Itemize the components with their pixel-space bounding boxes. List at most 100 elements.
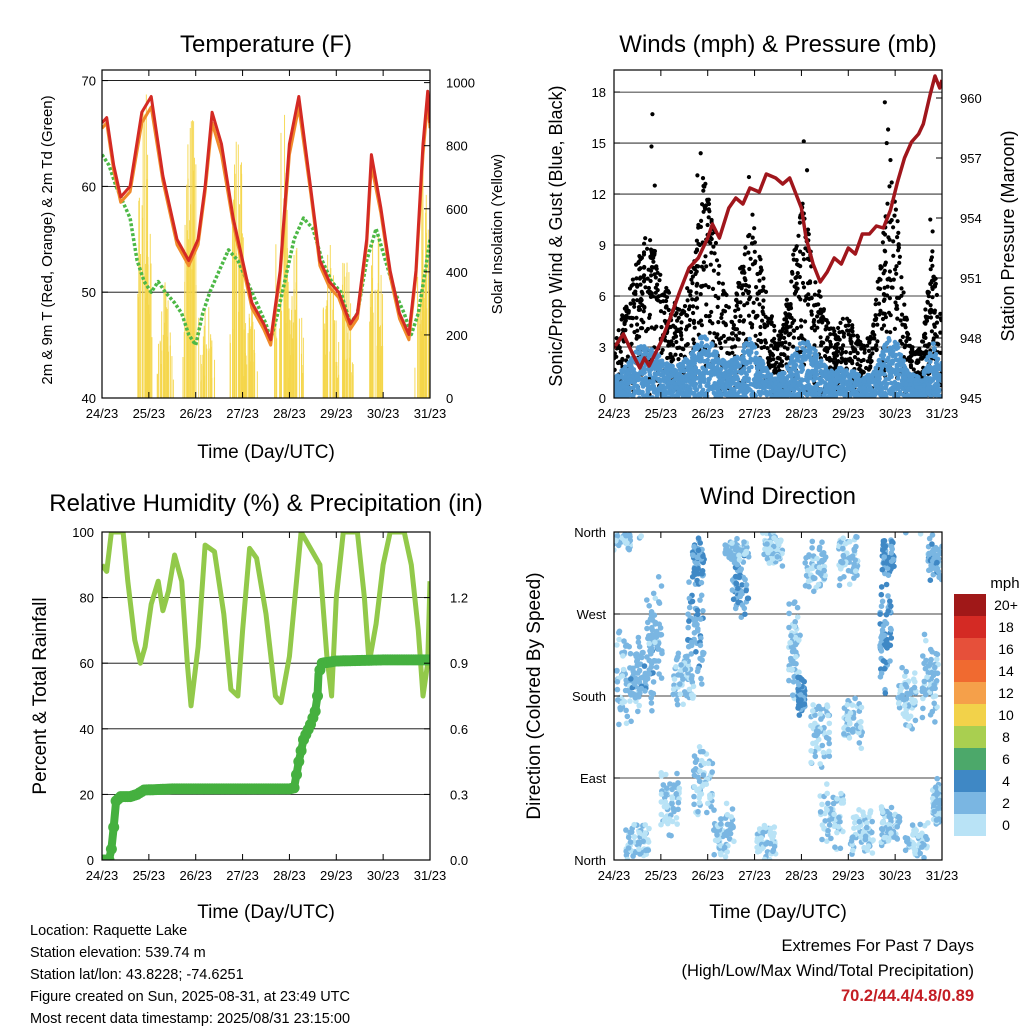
temperature-title: Temperature (F) xyxy=(180,31,352,58)
winds-wind-point xyxy=(932,376,937,381)
wdir-direction-point xyxy=(675,655,681,661)
winds-wind-point xyxy=(727,395,732,400)
wdir-direction-point xyxy=(654,664,660,670)
rh-ytick-label: 20 xyxy=(80,787,94,802)
winds-gust-point xyxy=(730,320,734,324)
winds-gust-point xyxy=(864,366,868,370)
winds-gust-point xyxy=(819,343,823,347)
wdir-direction-point xyxy=(695,809,701,815)
winds-gust-point xyxy=(893,327,897,331)
wdir-direction-point xyxy=(623,688,629,694)
wdir-direction-point xyxy=(645,676,651,682)
winds-gust-point xyxy=(636,261,640,265)
wdir-direction-point xyxy=(678,662,684,668)
winds-gust-point xyxy=(874,318,878,322)
wdir-direction-point xyxy=(646,633,652,639)
winds-gust-point xyxy=(712,269,716,273)
wdir-direction-point xyxy=(700,554,706,560)
wdir-direction-point xyxy=(635,709,641,715)
winds-gust-point xyxy=(813,280,817,284)
winds-wind-point xyxy=(736,381,741,386)
winds-gust-point xyxy=(931,229,935,233)
winds-wind-point xyxy=(884,377,889,382)
rh-data xyxy=(97,532,436,866)
winds-gust-point xyxy=(819,308,823,312)
winds-gust-point xyxy=(855,362,859,366)
winds-gust-point xyxy=(855,334,859,338)
winds-wind-point xyxy=(640,381,645,386)
wdir-direction-point xyxy=(690,599,696,605)
wdir-direction-point xyxy=(656,574,662,580)
winds-wind-point xyxy=(619,368,624,373)
wdir-direction-point xyxy=(649,700,655,706)
temperature-xtick-label: 24/23 xyxy=(86,406,119,421)
rh-y2tick-label: 0.0 xyxy=(450,853,468,868)
winds-wind-point xyxy=(695,343,700,348)
winds-gust-point xyxy=(649,295,653,299)
winds-gust-point xyxy=(688,293,692,297)
winds-gust-point xyxy=(695,270,699,274)
winds-gust-point xyxy=(619,350,623,354)
winds-wind-point xyxy=(659,373,664,378)
wdir-direction-point xyxy=(692,753,698,759)
winds-wind-point xyxy=(725,384,730,389)
winds-gust-point xyxy=(725,351,729,355)
winds-wind-point xyxy=(714,357,719,362)
wdir-direction-point xyxy=(640,650,646,656)
rh-precip-point xyxy=(293,756,304,767)
wdir-direction-point xyxy=(690,695,696,701)
winds-gust-point xyxy=(806,303,810,307)
winds-wind-point xyxy=(877,380,882,385)
winds-gust-point xyxy=(939,318,943,322)
winds-wind-point xyxy=(684,390,689,395)
winds-y2tick-label: 945 xyxy=(960,391,982,406)
winds-y2tick-label: 948 xyxy=(960,331,982,346)
winds-gust-point xyxy=(833,333,837,337)
winds-ylabel-left: Sonic/Prop Wind & Gust (Blue, Black) xyxy=(546,85,566,386)
winds-gust-point xyxy=(635,334,639,338)
winds-gust-point xyxy=(703,254,707,258)
winds-gust-point xyxy=(935,315,939,319)
winds-wind-point xyxy=(813,393,818,398)
temperature-ylabel-right: Solar Insolation (Yellow) xyxy=(489,154,506,314)
winds-gust-point xyxy=(633,290,637,294)
wdir-direction-point xyxy=(693,649,699,655)
winds-wind-point xyxy=(669,374,674,379)
winds-gust-point xyxy=(888,296,892,300)
winds-gust-point xyxy=(791,345,795,349)
winds-gust-point xyxy=(673,313,677,317)
winds-gust-point xyxy=(847,319,851,323)
winds-gust-point xyxy=(782,317,786,321)
winds-gust-point xyxy=(711,287,715,291)
winds-wind-point xyxy=(935,359,940,364)
winds-gust-point xyxy=(635,285,639,289)
winds-gust-point xyxy=(658,300,662,304)
winds-gust-point xyxy=(844,361,848,365)
rh-xtick-label: 24/23 xyxy=(86,868,119,883)
winds-wind-point xyxy=(870,373,875,378)
winds-gust-point xyxy=(895,235,899,239)
wdir-direction-point xyxy=(653,658,659,664)
winds-gust-point xyxy=(850,323,854,327)
winds-gust-point xyxy=(869,335,873,339)
winds-wind-point xyxy=(815,382,820,387)
winds-wind-point xyxy=(887,362,892,367)
winds-wind-point xyxy=(701,349,706,354)
winds-wind-point xyxy=(735,376,740,381)
winds-wind-point xyxy=(830,395,835,400)
winds-gust-point xyxy=(717,281,721,285)
rh-y2tick-label: 0.3 xyxy=(450,787,468,802)
wdir-direction-point xyxy=(700,650,706,656)
winds-gust-point xyxy=(667,308,671,312)
winds-gust-point xyxy=(714,241,718,245)
wdir-direction-point xyxy=(640,839,646,845)
winds-gust-point xyxy=(848,359,852,363)
winds-gust-point xyxy=(801,281,805,285)
winds-data xyxy=(612,76,944,400)
wdir-direction-point xyxy=(680,702,686,708)
winds-gust-point xyxy=(796,271,800,275)
rh-xtick-label: 29/23 xyxy=(320,868,353,883)
winds-wind-point xyxy=(629,393,634,398)
winds-gust-point xyxy=(799,318,803,322)
